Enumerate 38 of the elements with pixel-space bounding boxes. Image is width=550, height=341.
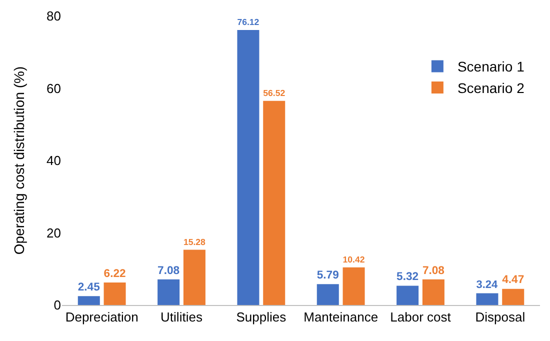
bar	[158, 279, 180, 305]
data-label: 15.28	[183, 236, 206, 247]
bar	[263, 100, 286, 305]
y-axis-title: Operating cost distribution (%)	[11, 66, 27, 255]
x-tick-label: Labor cost	[390, 310, 452, 325]
bar	[78, 296, 100, 305]
data-label: 6.22	[104, 268, 126, 280]
bar	[502, 288, 524, 305]
legend-label: Scenario 1	[457, 58, 525, 75]
bar	[183, 250, 206, 305]
x-tick-label: Supplies	[236, 310, 287, 325]
data-label: 5.79	[316, 269, 339, 282]
bar	[476, 293, 498, 305]
data-label: 5.32	[396, 271, 419, 284]
bar	[316, 284, 339, 305]
x-tick-label: Manteinance	[304, 310, 378, 325]
data-label: 56.52	[263, 88, 286, 98]
bar	[237, 30, 260, 305]
legend-label: Scenario 2	[457, 80, 525, 96]
y-tick-label: 60	[46, 80, 61, 96]
y-tick-label: 20	[46, 225, 61, 240]
x-tick-label: Depreciation	[65, 310, 138, 325]
y-tick-label: 80	[46, 8, 61, 24]
x-tick-label: Utilities	[160, 310, 203, 325]
bar	[104, 282, 126, 305]
data-label: 7.08	[422, 264, 444, 277]
bar	[342, 267, 365, 305]
bar	[396, 286, 419, 305]
data-label: 76.12	[237, 16, 260, 27]
data-label: 10.42	[342, 254, 365, 264]
data-label: 4.47	[502, 274, 524, 286]
y-tick-label: 40	[46, 153, 61, 168]
data-label: 2.45	[78, 282, 100, 294]
y-tick-label: 0	[54, 298, 61, 313]
x-tick-label: Disposal	[475, 310, 526, 325]
data-label: 7.08	[158, 264, 180, 277]
data-label: 3.24	[476, 278, 498, 291]
bar	[422, 279, 444, 305]
